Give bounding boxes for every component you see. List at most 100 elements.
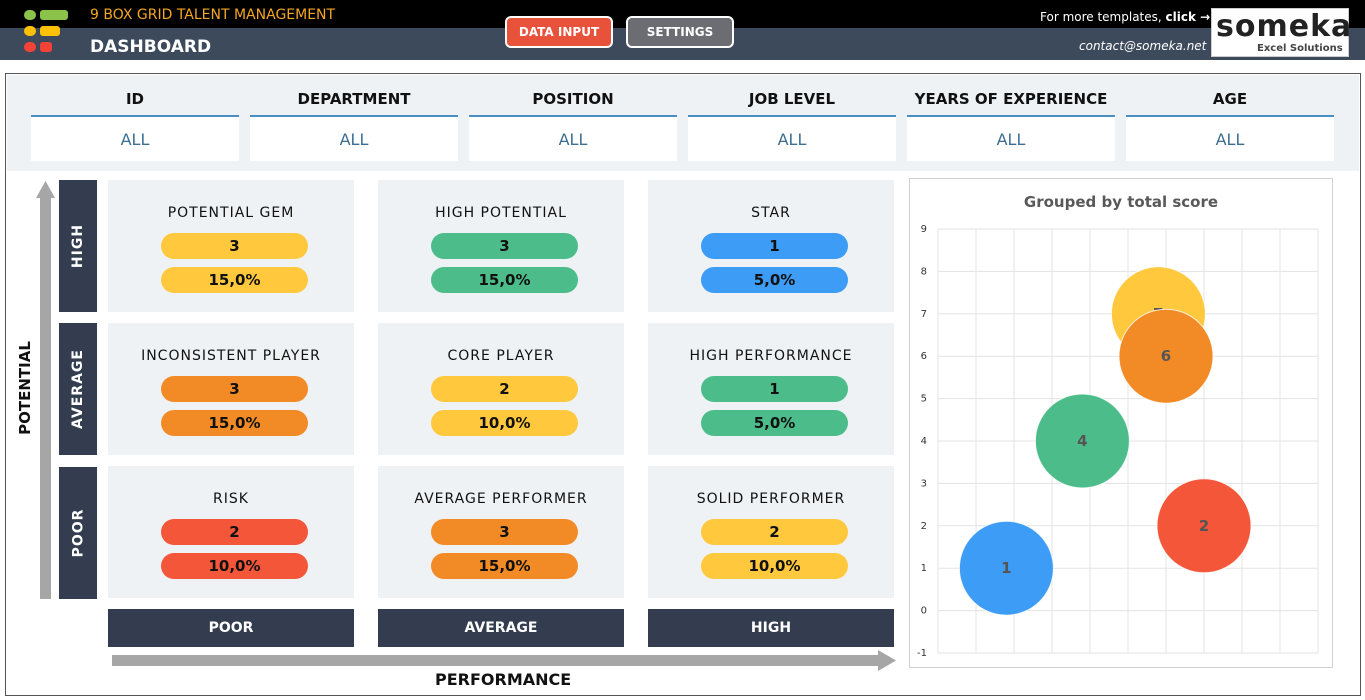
employee-percent-badge: 5,0% xyxy=(701,410,848,436)
bubble-point: 1 xyxy=(958,520,1054,616)
brand-name: someka xyxy=(1216,9,1353,44)
settings-button[interactable]: SETTINGS xyxy=(626,16,734,48)
cell-title: POTENTIAL GEM xyxy=(167,205,295,221)
potential-arrow-icon xyxy=(36,181,55,599)
employee-percent-badge: 10,0% xyxy=(701,553,848,579)
employee-percent-badge: 15,0% xyxy=(431,267,578,293)
bubble-label: 2 xyxy=(1199,517,1209,535)
bubble-label: 1 xyxy=(1001,559,1011,577)
col-label-high: HIGH xyxy=(648,609,894,647)
filter-label-id: ID xyxy=(125,90,145,108)
potential-axis-text: POTENTIAL xyxy=(16,341,34,435)
performance-arrow-icon xyxy=(112,650,896,671)
y-tick-label: 8 xyxy=(921,266,927,277)
employee-count-badge: 3 xyxy=(431,519,578,545)
employee-count-badge: 3 xyxy=(161,233,308,259)
bubble-circle xyxy=(1118,308,1214,404)
row-label-text: AVERAGE xyxy=(70,349,87,429)
grid-cell-solid-performer: SOLID PERFORMER 2 10,0% xyxy=(648,466,894,598)
more-templates-text: For more templates, xyxy=(1040,10,1166,24)
y-tick-label: 2 xyxy=(921,521,927,532)
bubble-label: 6 xyxy=(1161,347,1171,365)
row-label-poor: POOR xyxy=(59,467,97,599)
y-tick-label: 6 xyxy=(921,351,927,362)
bubble-point: 2 xyxy=(1156,478,1252,574)
more-templates-link[interactable]: For more templates, click → xyxy=(1040,10,1210,24)
filter-id[interactable]: ALL xyxy=(31,115,239,161)
grid-cell-core-player: CORE PLAYER 2 10,0% xyxy=(378,323,624,455)
row-label-text: HIGH xyxy=(70,223,87,269)
grid-cell-potential-gem: POTENTIAL GEM 3 15,0% xyxy=(108,180,354,312)
employee-percent-badge: 15,0% xyxy=(431,553,578,579)
filter-position[interactable]: ALL xyxy=(469,115,677,161)
col-label-poor: POOR xyxy=(108,609,354,647)
employee-count-badge: 2 xyxy=(431,376,578,402)
data-input-button[interactable]: DATA INPUT xyxy=(505,16,613,48)
row-label-text: POOR xyxy=(70,508,86,558)
bubble-point: 4 xyxy=(1034,393,1130,489)
chart-plot: -1012345678912476 xyxy=(917,224,1319,659)
employee-count-badge: 3 xyxy=(431,233,578,259)
row-label-average: AVERAGE xyxy=(59,323,97,455)
grid-cell-inconsistent-player: INCONSISTENT PLAYER 3 15,0% xyxy=(108,323,354,455)
page-title: DASHBOARD xyxy=(90,37,212,57)
cell-title: AVERAGE PERFORMER xyxy=(414,491,588,507)
cell-title: HIGH POTENTIAL xyxy=(435,205,567,221)
app-title: 9 BOX GRID TALENT MANAGEMENT xyxy=(90,7,336,23)
grid-cell-high-performance: HIGH PERFORMANCE 1 5,0% xyxy=(648,323,894,455)
y-tick-label: 0 xyxy=(921,606,927,617)
col-label-average: AVERAGE xyxy=(378,609,624,647)
cell-title: INCONSISTENT PLAYER xyxy=(141,348,321,364)
cell-title: CORE PLAYER xyxy=(447,348,555,364)
cell-title: HIGH PERFORMANCE xyxy=(689,348,853,364)
employee-count-badge: 1 xyxy=(701,233,848,259)
click-link[interactable]: click → xyxy=(1165,10,1211,24)
bubble-circle xyxy=(1034,393,1130,489)
y-tick-label: 1 xyxy=(921,563,927,574)
app-logo-icon xyxy=(22,7,72,57)
y-tick-label: 4 xyxy=(921,436,927,447)
filter-label-department: DEPARTMENT xyxy=(297,90,411,108)
filter-department[interactable]: ALL xyxy=(250,115,458,161)
filter-label-position: POSITION xyxy=(532,90,614,108)
y-tick-label: -1 xyxy=(917,648,927,659)
bubble-circle xyxy=(958,520,1054,616)
employee-percent-badge: 15,0% xyxy=(161,410,308,436)
employee-count-badge: 2 xyxy=(161,519,308,545)
chart-title: Grouped by total score xyxy=(1023,193,1219,211)
bubble-point: 6 xyxy=(1118,308,1214,404)
employee-count-badge: 2 xyxy=(701,519,848,545)
employee-percent-badge: 5,0% xyxy=(701,267,848,293)
row-label-high: HIGH xyxy=(59,180,97,312)
filter-age[interactable]: ALL xyxy=(1126,115,1334,161)
employee-percent-badge: 10,0% xyxy=(161,553,308,579)
filter-label-job-level: JOB LEVEL xyxy=(748,90,836,108)
bubble-circle xyxy=(1156,478,1252,574)
employee-percent-badge: 15,0% xyxy=(161,267,308,293)
grid-cell-star: STAR 1 5,0% xyxy=(648,180,894,312)
brand-logo[interactable]: someka Excel Solutions xyxy=(1211,8,1353,57)
cell-title: SOLID PERFORMER xyxy=(696,491,846,507)
performance-axis-label: PERFORMANCE xyxy=(435,670,572,689)
employee-count-badge: 1 xyxy=(701,376,848,402)
cell-title: STAR xyxy=(751,205,791,221)
employee-count-badge: 3 xyxy=(161,376,308,402)
contact-email[interactable]: contact@someka.net xyxy=(1079,39,1207,53)
grid-cell-high-potential: HIGH POTENTIAL 3 15,0% xyxy=(378,180,624,312)
bubble-label: 4 xyxy=(1077,432,1087,450)
y-tick-label: 9 xyxy=(921,224,927,235)
cell-title: RISK xyxy=(213,491,249,507)
brand-subtitle: Excel Solutions xyxy=(1257,43,1343,54)
y-tick-label: 7 xyxy=(921,309,927,320)
filter-years-of-experience[interactable]: ALL xyxy=(907,115,1115,161)
y-tick-label: 3 xyxy=(921,478,927,489)
score-chart: Grouped by total score -1012345678912476 xyxy=(909,178,1333,668)
filter-label-age: AGE xyxy=(1212,90,1248,108)
employee-percent-badge: 10,0% xyxy=(431,410,578,436)
grid-cell-average-performer: AVERAGE PERFORMER 3 15,0% xyxy=(378,466,624,598)
grid-cell-risk: RISK 2 10,0% xyxy=(108,466,354,598)
y-tick-label: 5 xyxy=(921,394,927,405)
filter-job-level[interactable]: ALL xyxy=(688,115,896,161)
